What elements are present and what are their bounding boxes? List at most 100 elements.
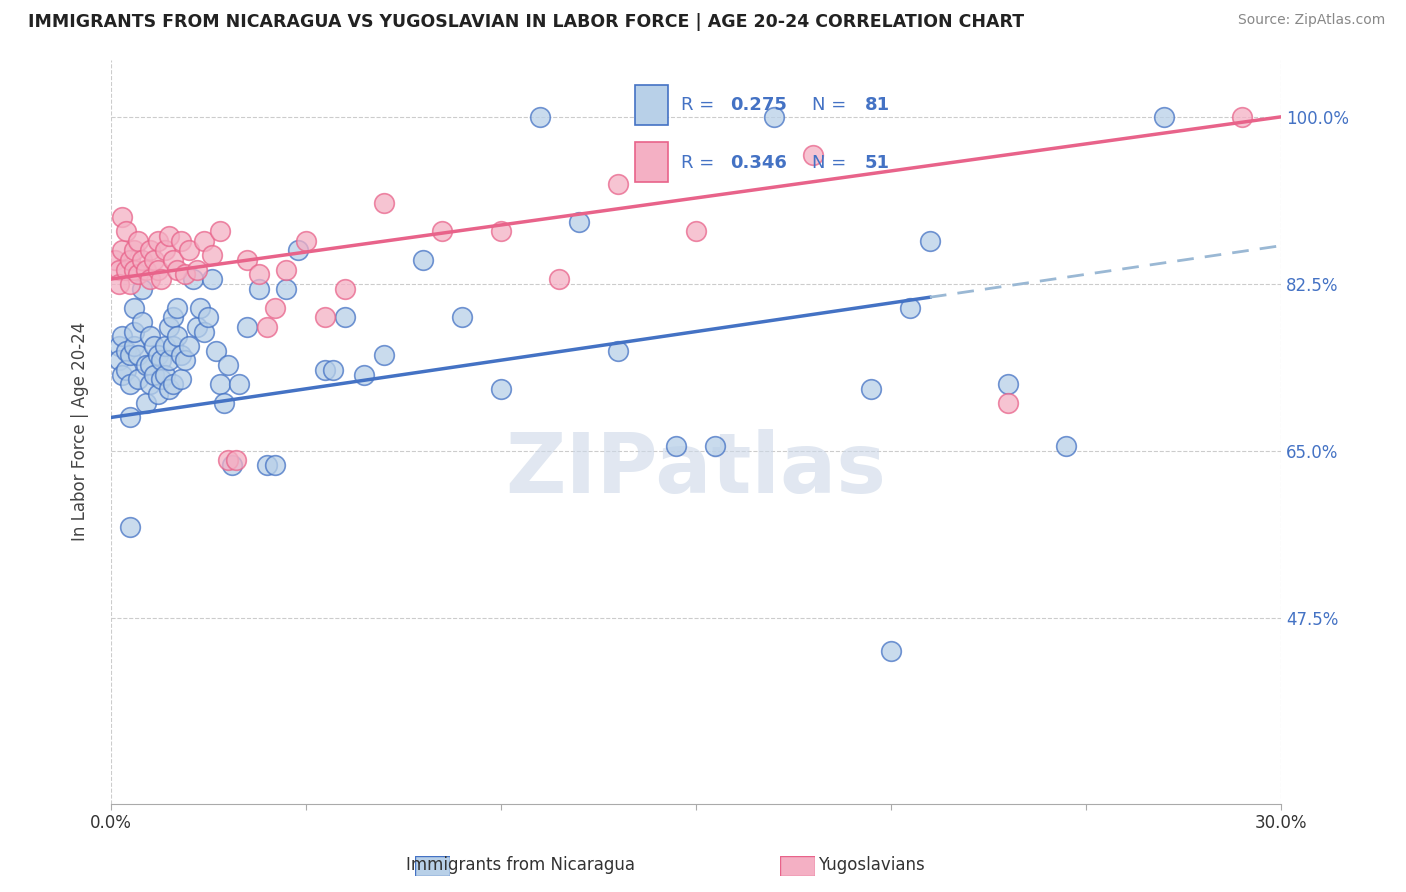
Point (212, 396, 235, 410)
Point (122, 325, 145, 339)
Point (489, 224, 512, 238)
Point (115, 224, 138, 238)
Point (122, 262, 145, 277)
Point (111, 210, 134, 224)
Point (150, 272, 173, 286)
Text: Source: ZipAtlas.com: Source: ZipAtlas.com (1237, 13, 1385, 28)
Point (201, 272, 224, 286)
Point (333, 310, 356, 325)
Point (139, 329, 162, 343)
Point (373, 195, 395, 210)
Point (918, 234, 941, 248)
Point (606, 343, 628, 358)
Point (142, 368, 165, 382)
Point (193, 325, 215, 339)
Point (177, 244, 200, 258)
Point (568, 215, 591, 229)
Point (236, 252, 259, 267)
Point (157, 319, 180, 334)
Point (122, 244, 145, 258)
Point (131, 252, 153, 267)
Point (1054, 439, 1077, 453)
Point (139, 358, 162, 372)
Point (225, 453, 247, 467)
Point (162, 252, 184, 267)
Point (314, 310, 336, 325)
Point (155, 339, 177, 353)
Point (287, 244, 309, 258)
Point (157, 229, 180, 244)
Point (139, 377, 162, 392)
Point (122, 339, 145, 353)
Point (221, 458, 243, 473)
Point (173, 353, 195, 368)
Point (276, 262, 298, 277)
Point (131, 315, 153, 329)
Point (900, 301, 922, 315)
Point (107, 353, 129, 368)
Point (208, 377, 231, 392)
Point (1230, 110, 1253, 124)
Point (685, 224, 707, 238)
Point (190, 301, 212, 315)
Point (150, 353, 173, 368)
Point (880, 644, 903, 658)
Point (135, 262, 157, 277)
Point (150, 372, 173, 386)
Point (181, 272, 204, 286)
Point (139, 272, 162, 286)
Point (256, 319, 278, 334)
Point (135, 396, 157, 410)
Point (146, 348, 169, 362)
Point (131, 282, 153, 296)
Text: IMMIGRANTS FROM NICARAGUA VS YUGOSLAVIAN IN LABOR FORCE | AGE 20-24 CORRELATION : IMMIGRANTS FROM NICARAGUA VS YUGOSLAVIAN… (28, 13, 1024, 31)
Point (155, 368, 177, 382)
Point (146, 386, 169, 401)
Point (412, 252, 434, 267)
Text: ZIPatlas: ZIPatlas (505, 428, 886, 509)
Point (120, 348, 142, 362)
Point (208, 224, 231, 238)
Point (120, 410, 142, 425)
Point (529, 110, 551, 124)
Point (997, 377, 1019, 392)
Point (120, 377, 142, 392)
Point (186, 319, 208, 334)
Point (450, 310, 472, 325)
Point (432, 224, 454, 238)
Point (162, 339, 184, 353)
Point (127, 372, 149, 386)
Point (704, 439, 727, 453)
Point (606, 177, 628, 191)
Point (157, 353, 180, 368)
Point (193, 234, 215, 248)
Point (186, 262, 208, 277)
Point (276, 282, 298, 296)
Point (115, 262, 138, 277)
Point (107, 339, 129, 353)
Point (107, 262, 129, 277)
Point (170, 372, 193, 386)
Point (127, 348, 149, 362)
Point (166, 262, 188, 277)
Point (166, 301, 188, 315)
Point (120, 520, 142, 534)
Point (489, 382, 512, 396)
Point (157, 382, 180, 396)
Point (170, 348, 193, 362)
Point (122, 301, 145, 315)
Point (162, 377, 184, 392)
Point (373, 348, 395, 362)
Y-axis label: In Labor Force | Age 20-24: In Labor Force | Age 20-24 (72, 322, 89, 541)
Point (166, 329, 188, 343)
Point (135, 358, 157, 372)
Point (146, 262, 169, 277)
Point (256, 458, 278, 473)
Text: Yugoslavians: Yugoslavians (818, 856, 925, 874)
Point (177, 339, 200, 353)
Point (228, 377, 250, 392)
Point (115, 363, 138, 377)
Point (294, 234, 316, 248)
Point (322, 363, 344, 377)
Point (111, 368, 134, 382)
